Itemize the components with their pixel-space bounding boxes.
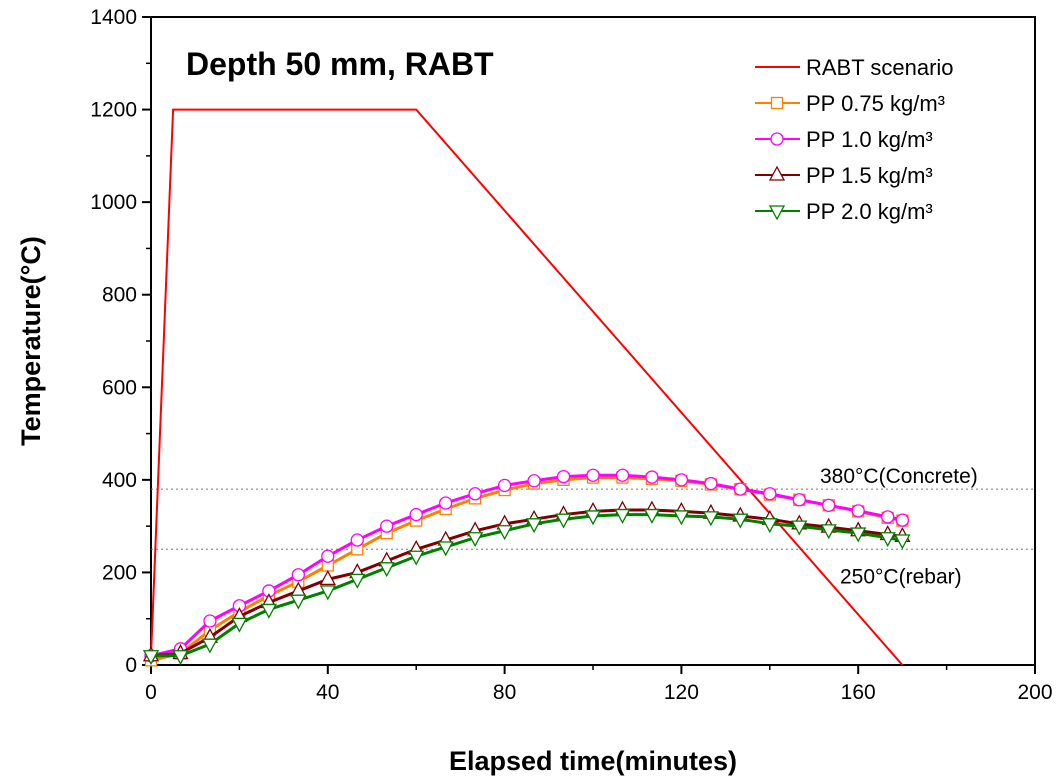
x-tick-label: 200 [1017, 681, 1052, 704]
legend-marker [768, 165, 786, 181]
data-point [231, 617, 248, 633]
legend-marker [770, 132, 784, 146]
data-point [643, 508, 661, 524]
data-point [142, 650, 160, 666]
y-tick-label: 1200 [90, 99, 137, 122]
y-axis-label: Temperature(°C) [16, 236, 46, 446]
x-tick-label: 120 [664, 681, 699, 704]
data-point [673, 510, 690, 526]
series-line-0 [150, 108, 904, 666]
x-tick-label: 40 [316, 681, 339, 704]
data-point [467, 532, 484, 548]
series-line-2 [150, 473, 903, 658]
data-point [792, 493, 806, 507]
data-point [290, 594, 307, 610]
data-point [645, 470, 659, 484]
data-point [260, 603, 277, 619]
y-tick-label: 200 [102, 561, 137, 584]
data-point [702, 511, 719, 527]
series-line-1 [150, 476, 903, 662]
data-point [895, 513, 910, 527]
data-point [350, 533, 364, 547]
legend-label: PP 1.5 kg/m³ [806, 163, 933, 188]
data-point [881, 510, 895, 524]
data-point [555, 513, 572, 529]
data-point [496, 525, 513, 541]
legend-label: PP 1.0 kg/m³ [806, 127, 933, 152]
data-point [556, 469, 571, 484]
x-tick-label: 80 [493, 681, 516, 704]
y-tick-label: 1400 [90, 6, 137, 29]
y-tick-label: 1000 [90, 191, 137, 214]
data-point [527, 474, 541, 488]
data-point [822, 498, 836, 512]
x-axis-label: Elapsed time(minutes) [449, 746, 737, 776]
data-point [850, 527, 867, 543]
data-point [172, 650, 189, 666]
data-point [584, 510, 602, 526]
reference-label: 380°C(Concrete) [820, 465, 978, 488]
y-tick-label: 0 [125, 654, 137, 677]
chart-title: Depth 50 mm, RABT [186, 46, 494, 82]
data-point [497, 478, 512, 493]
x-tick-label: 0 [145, 681, 157, 704]
data-point [409, 507, 423, 522]
x-tick-label: 160 [841, 681, 876, 704]
data-point [378, 562, 395, 578]
data-point [614, 508, 631, 524]
data-point [437, 541, 454, 557]
data-point [408, 550, 425, 566]
reference-label: 250°C(rebar) [840, 565, 962, 588]
data-point [615, 468, 630, 482]
y-tick-label: 800 [102, 284, 137, 307]
data-point [791, 520, 808, 536]
data-point [704, 476, 718, 491]
data-point [586, 468, 600, 482]
legend-marker [768, 205, 786, 221]
legend-label: PP 2.0 kg/m³ [806, 199, 933, 224]
data-point [203, 614, 217, 628]
y-tick-label: 400 [102, 469, 137, 492]
data-point [851, 504, 865, 518]
data-point [894, 534, 911, 550]
data-point [201, 638, 219, 654]
data-point [879, 532, 896, 548]
data-point [439, 496, 453, 510]
data-point [525, 518, 543, 534]
data-point [674, 473, 689, 487]
legend-marker [770, 96, 784, 110]
data-point [321, 549, 335, 563]
data-point [349, 573, 366, 589]
data-point [732, 513, 749, 529]
series-line-3 [150, 508, 903, 658]
data-point [468, 487, 482, 501]
data-point [291, 568, 305, 582]
data-point [319, 570, 336, 586]
legend-label: PP 0.75 kg/m³ [806, 91, 945, 116]
data-point [761, 518, 778, 534]
data-point [380, 519, 394, 533]
y-tick-label: 600 [102, 376, 137, 399]
data-point [733, 482, 747, 496]
legend-label: RABT scenario [806, 55, 954, 80]
data-point [319, 585, 336, 601]
data-point [820, 524, 837, 540]
data-point [763, 487, 777, 501]
